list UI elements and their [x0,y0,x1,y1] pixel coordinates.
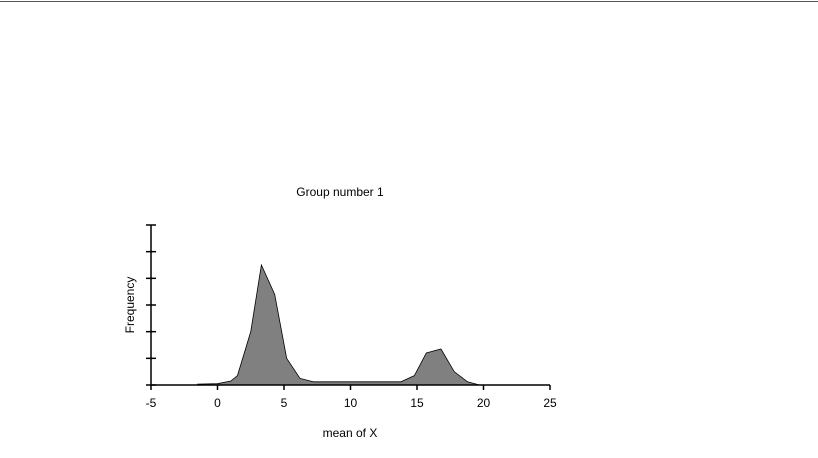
x-tick-label: -5 [146,396,157,410]
x-tick-label: 20 [477,396,491,410]
x-tick-label: 25 [543,396,557,410]
x-tick-label: 10 [344,396,358,410]
x-tick-label: 0 [214,396,221,410]
y-axis-label: Frequency [123,277,137,334]
area [197,263,480,386]
x-tick-label: 5 [281,396,288,410]
x-tick-label: 15 [410,396,424,410]
x-axis-label: mean of X [323,426,378,440]
chart-title: Group number 1 [296,185,384,199]
